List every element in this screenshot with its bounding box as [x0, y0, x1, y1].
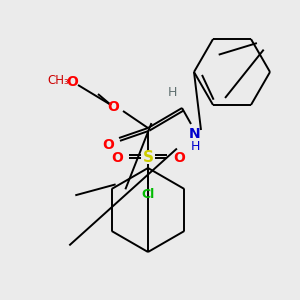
Text: H: H	[167, 85, 177, 98]
Text: O: O	[111, 151, 123, 165]
Text: CH₃: CH₃	[47, 74, 69, 86]
Text: O: O	[66, 75, 78, 89]
Text: S: S	[142, 151, 154, 166]
Text: Cl: Cl	[141, 188, 154, 200]
Text: O: O	[102, 138, 114, 152]
Text: O: O	[107, 100, 119, 114]
Text: N: N	[189, 127, 201, 141]
Text: H: H	[190, 140, 200, 152]
Text: O: O	[173, 151, 185, 165]
